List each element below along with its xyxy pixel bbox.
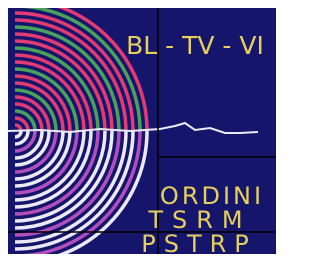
logo-title: BL - TV - VI: [126, 31, 264, 60]
logo-line: PSTRP: [141, 230, 257, 258]
page: BL - TV - VI ORDINI TSRM PSTRP (() => { …: [0, 0, 284, 263]
logo: BL - TV - VI ORDINI TSRM PSTRP: [0, 0, 284, 263]
